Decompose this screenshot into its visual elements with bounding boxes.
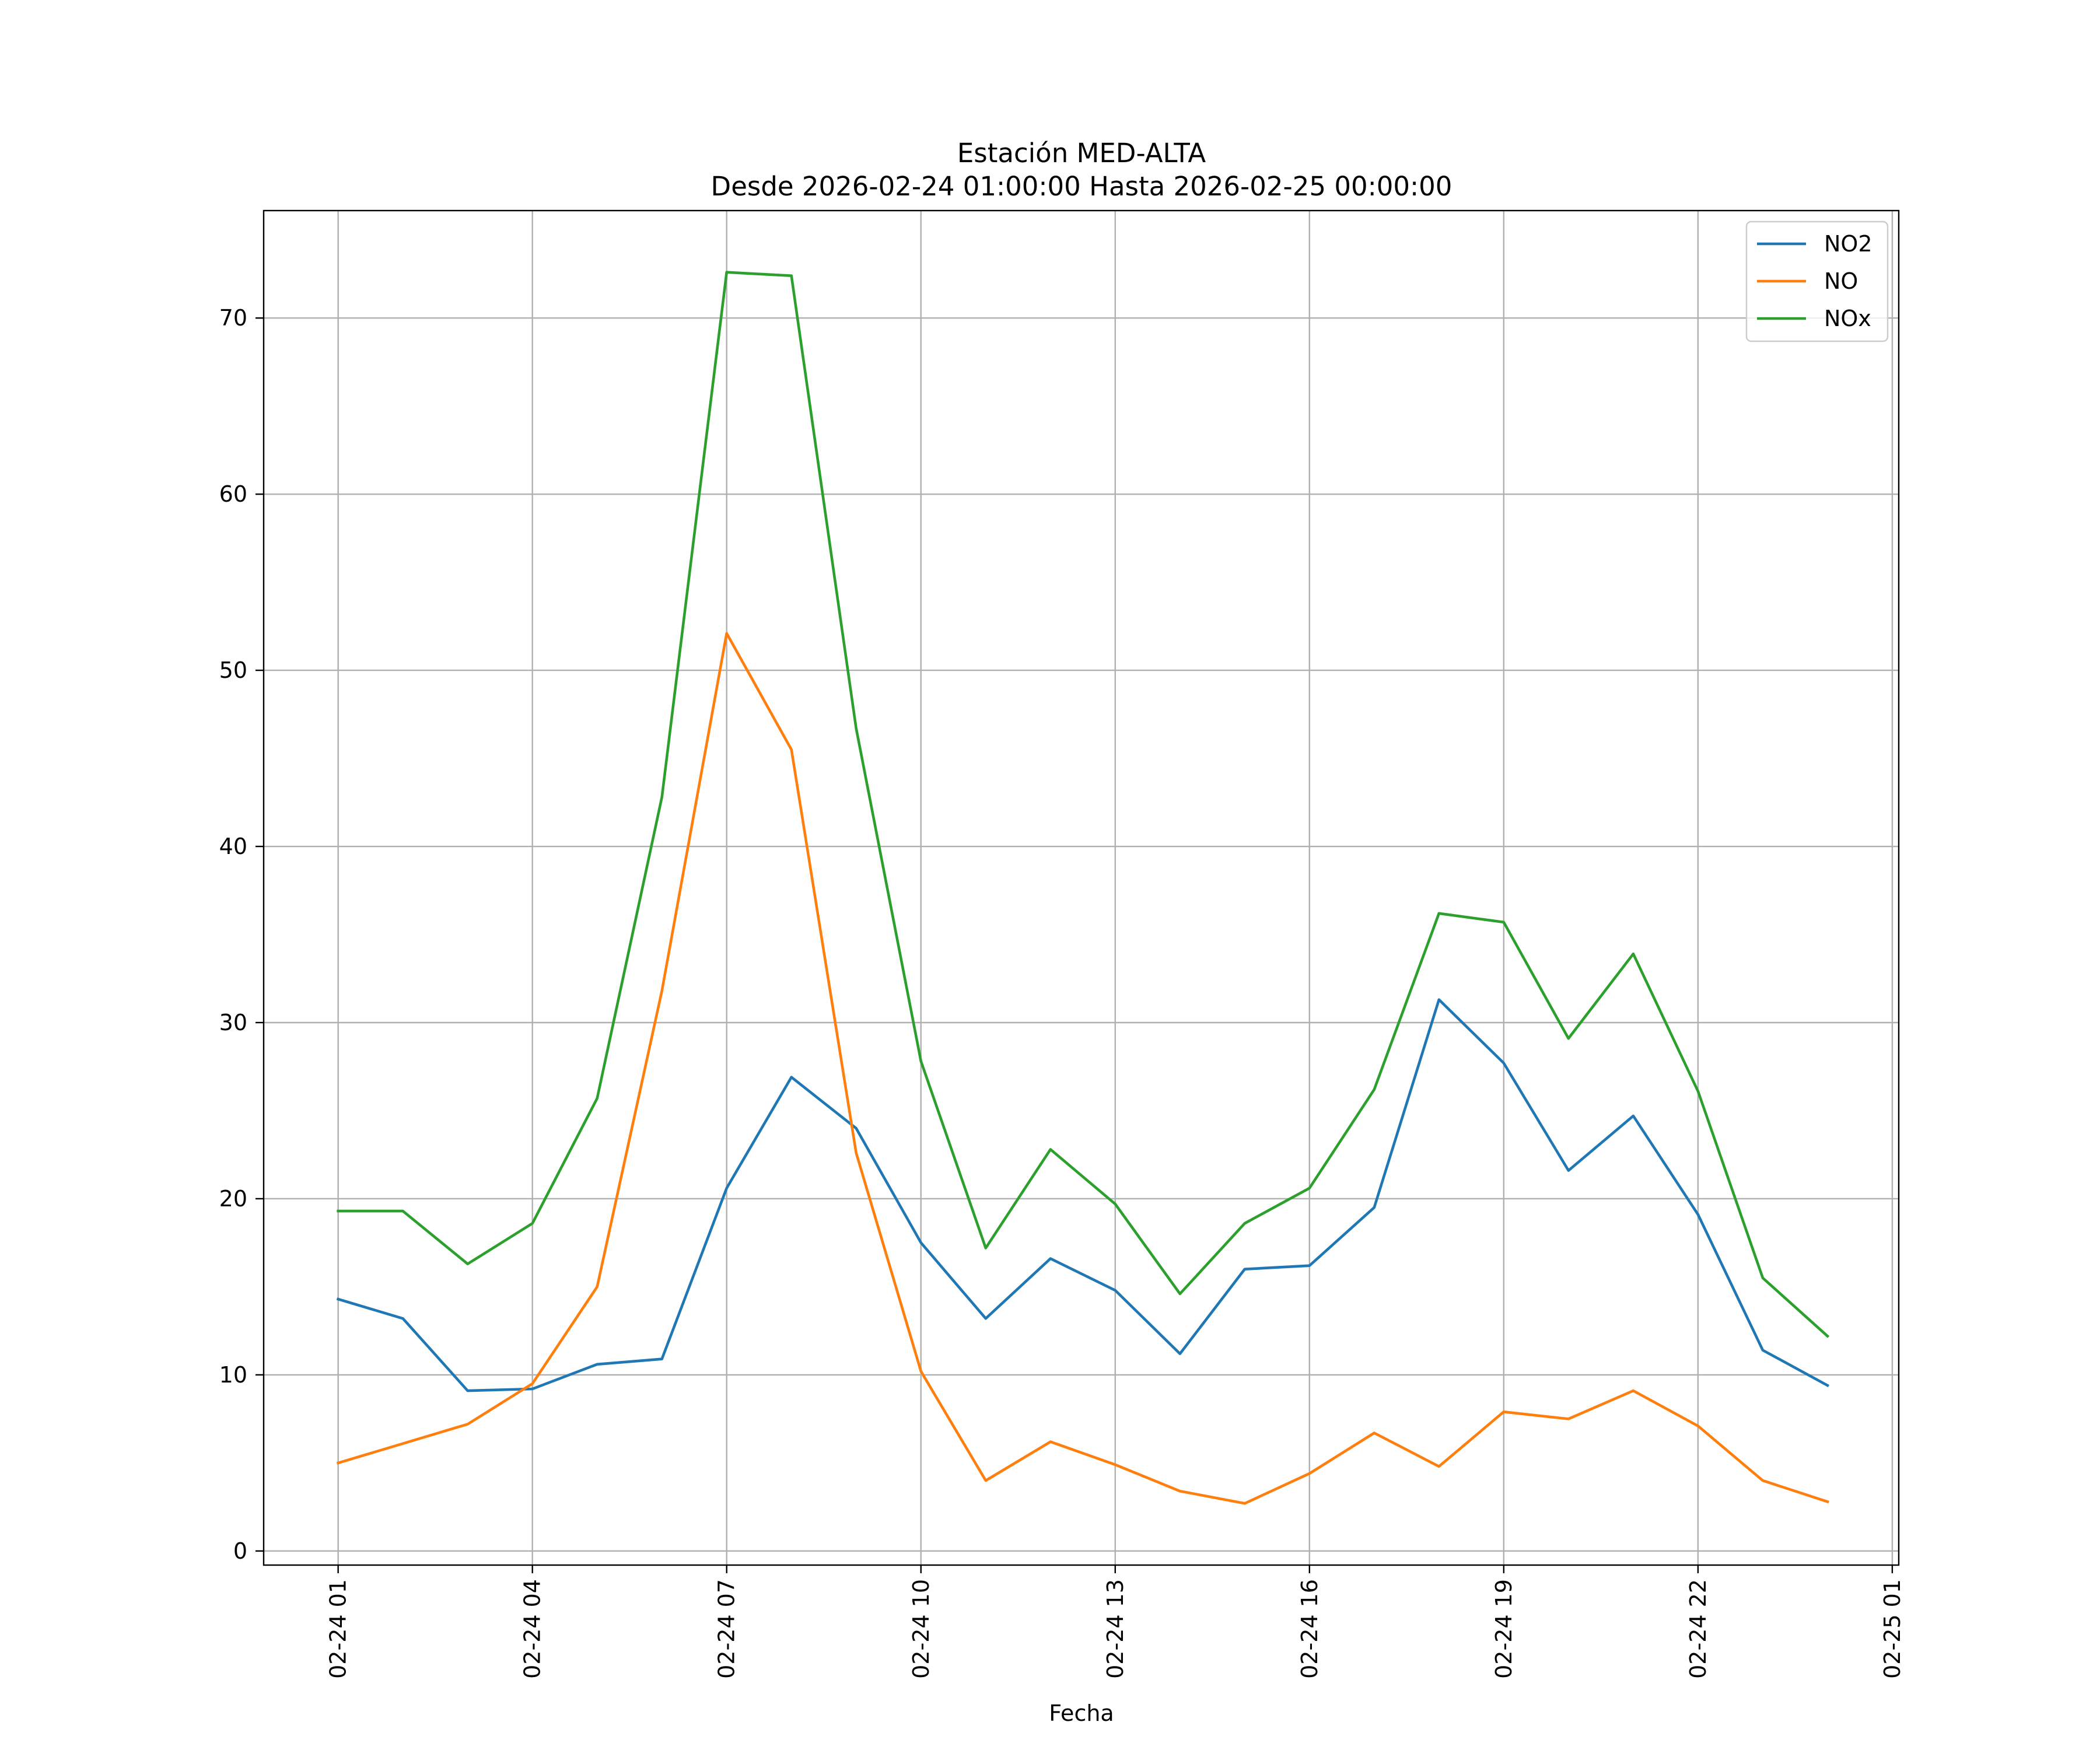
y-tick-label: 10: [219, 1362, 247, 1388]
x-tick-label: 02-24 04: [520, 1579, 545, 1679]
y-tick-label: 50: [219, 657, 247, 683]
legend-entries: NO2 NO NOx: [1757, 231, 1873, 331]
x-tick-label: 02-24 19: [1491, 1579, 1517, 1679]
plot-area-frame: [262, 209, 1900, 1566]
legend-label-nox: NOx: [1824, 306, 1871, 331]
chart-title: Estación MED-ALTA: [957, 138, 1206, 169]
y-tick-label: 30: [219, 1010, 247, 1035]
x-tick-label: 02-24 07: [714, 1579, 740, 1679]
legend-label-no: NO: [1824, 268, 1858, 294]
legend-label-no2: NO2: [1824, 231, 1873, 257]
y-tick-label: 0: [233, 1538, 247, 1564]
x-tick-label: 02-24 13: [1102, 1579, 1128, 1679]
grid: [264, 211, 1899, 1565]
series-line-no: [336, 632, 1829, 1505]
y-tick-label: 40: [219, 834, 247, 859]
x-tick-label: 02-24 16: [1297, 1579, 1322, 1679]
axis-ticks: 02-24 01 02-24 04 02-24 07 02-24 10 02-24 13…: [219, 305, 1905, 1679]
x-tick-label: 02-24 01: [326, 1579, 351, 1679]
y-tick-label: 70: [219, 305, 247, 331]
x-tick-label: 02-25 01: [1880, 1579, 1905, 1679]
series-line-nox: [337, 271, 1830, 1338]
legend-box: [1745, 220, 1889, 342]
x-axis-label: Fecha: [1049, 1700, 1114, 1726]
chart-subtitle: Desde 2026-02-24 01:00:00 Hasta 2026-02-…: [711, 171, 1452, 202]
x-tick-label: 02-24 10: [908, 1579, 934, 1679]
y-tick-label: 60: [219, 481, 247, 507]
series-lines: [336, 271, 1830, 1505]
series-line-no2: [336, 998, 1830, 1392]
x-tick-label: 02-24 22: [1685, 1579, 1711, 1679]
legend: NO2 NO NOx: [1745, 220, 1889, 342]
y-tick-label: 20: [219, 1186, 247, 1212]
